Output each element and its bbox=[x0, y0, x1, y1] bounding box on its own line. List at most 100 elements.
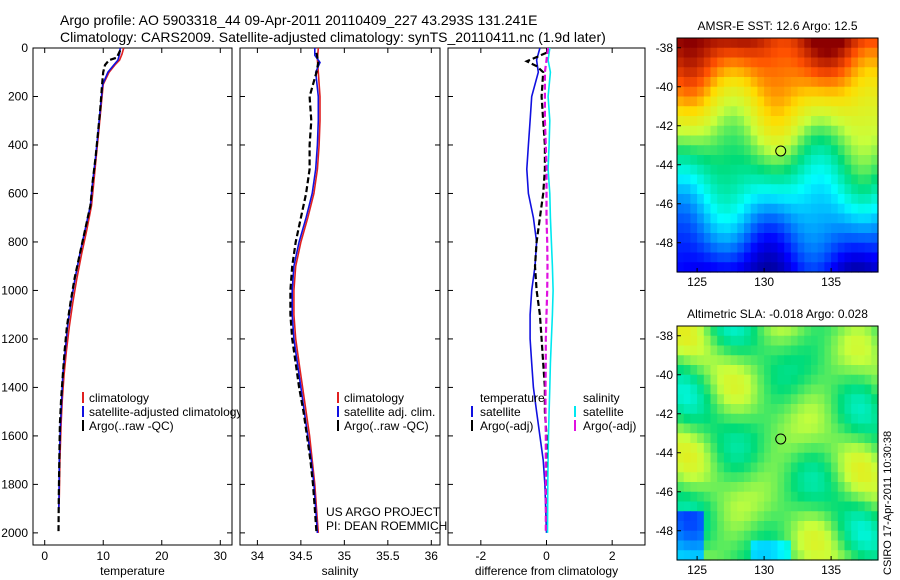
sla-cell bbox=[750, 511, 758, 522]
sla-cell bbox=[831, 530, 839, 542]
sla-cell bbox=[851, 404, 859, 415]
sst-cell bbox=[851, 233, 859, 244]
sla-cell bbox=[857, 511, 866, 522]
sla-cell bbox=[784, 540, 792, 551]
sst-cell bbox=[824, 38, 832, 49]
sst-cell bbox=[717, 174, 725, 185]
sla-cell bbox=[744, 433, 752, 444]
sla-cell bbox=[824, 462, 832, 473]
sst-cell bbox=[730, 57, 738, 68]
sla-cell bbox=[811, 501, 819, 512]
sst-cell bbox=[777, 116, 785, 127]
sst-cell bbox=[784, 223, 792, 234]
sla-cell bbox=[837, 550, 846, 561]
sst-cell bbox=[784, 38, 792, 49]
sla-cell bbox=[764, 462, 772, 473]
sst-cell bbox=[817, 67, 825, 78]
sla-cell bbox=[710, 365, 718, 376]
sst-cell bbox=[757, 135, 765, 146]
sst-cell bbox=[797, 252, 805, 263]
sla-cell bbox=[770, 462, 779, 473]
sla-cell bbox=[857, 413, 866, 425]
sla-cell bbox=[871, 433, 879, 444]
sst-cell bbox=[730, 38, 738, 49]
sst-cell bbox=[797, 135, 805, 146]
sst-cell bbox=[864, 47, 872, 59]
sla-cell bbox=[797, 423, 805, 434]
sst-cell bbox=[824, 57, 832, 68]
sst-cell bbox=[697, 233, 705, 244]
sst-cell bbox=[811, 223, 819, 234]
sla-cell bbox=[703, 404, 712, 415]
sst-cell bbox=[690, 203, 698, 215]
sla-cell bbox=[871, 423, 879, 434]
sst-cell bbox=[811, 86, 819, 98]
sst-cell bbox=[797, 194, 805, 205]
sla-cell bbox=[770, 355, 779, 366]
sst-cell bbox=[864, 252, 872, 263]
sst-cell bbox=[737, 145, 745, 156]
sst-cell bbox=[770, 174, 779, 185]
sla-cell bbox=[697, 384, 705, 395]
sst-cell bbox=[851, 77, 859, 88]
sst-cell bbox=[764, 252, 772, 263]
sst-cell bbox=[683, 47, 691, 59]
sst-cell bbox=[750, 38, 758, 49]
sla-cell bbox=[770, 472, 779, 483]
sst-cell bbox=[690, 116, 698, 127]
sla-cell bbox=[784, 413, 792, 425]
x-tick-label: 35 bbox=[338, 549, 352, 563]
sla-cell bbox=[837, 374, 846, 386]
sst-cell bbox=[784, 125, 792, 137]
sst-cell bbox=[837, 96, 846, 107]
sst-cell bbox=[770, 242, 779, 254]
sst-cell bbox=[777, 242, 785, 254]
sst-cell bbox=[703, 67, 712, 78]
series-line-climatology bbox=[293, 47, 321, 533]
sst-cell bbox=[690, 86, 698, 98]
sla-cell bbox=[857, 365, 866, 376]
sst-cell bbox=[764, 86, 772, 98]
sla-cell bbox=[770, 491, 779, 503]
sst-cell bbox=[804, 77, 812, 88]
sla-cell bbox=[831, 404, 839, 415]
sla-cell bbox=[777, 345, 785, 356]
sla-cell bbox=[703, 472, 712, 483]
sst-cell bbox=[857, 242, 866, 254]
sst-cell bbox=[737, 223, 745, 234]
sla-cell bbox=[864, 462, 872, 473]
sla-cell bbox=[817, 326, 825, 337]
sst-cell bbox=[790, 145, 799, 156]
sst-cell bbox=[717, 67, 725, 78]
sla-cell bbox=[717, 404, 725, 415]
sla-cell bbox=[871, 482, 879, 493]
sst-cell bbox=[871, 164, 879, 176]
sla-cell bbox=[683, 462, 691, 473]
sst-cell bbox=[697, 203, 705, 215]
sla-cell bbox=[703, 413, 712, 425]
sst-cell bbox=[864, 242, 872, 254]
sst-cell bbox=[690, 47, 698, 59]
sst-cell bbox=[757, 116, 765, 127]
sst-cell bbox=[697, 47, 705, 59]
sst-cell bbox=[824, 116, 832, 127]
sst-cell bbox=[723, 242, 732, 254]
sst-cell bbox=[857, 164, 866, 176]
sla-cell bbox=[777, 404, 785, 415]
sla-cell bbox=[770, 482, 779, 493]
sla-cell bbox=[764, 540, 772, 551]
sla-cell bbox=[824, 511, 832, 522]
sla-cell bbox=[811, 511, 819, 522]
sla-cell bbox=[777, 452, 785, 464]
sst-cell bbox=[790, 213, 799, 224]
sst-cell bbox=[710, 125, 718, 137]
sla-cell bbox=[777, 540, 785, 551]
sst-cell bbox=[730, 135, 738, 146]
sla-cell bbox=[797, 394, 805, 405]
sla-cell bbox=[757, 482, 765, 493]
sst-cell bbox=[851, 96, 859, 107]
sst-cell bbox=[871, 106, 879, 117]
sla-cell bbox=[690, 530, 698, 542]
sla-cell bbox=[844, 423, 852, 434]
sst-cell bbox=[703, 47, 712, 59]
